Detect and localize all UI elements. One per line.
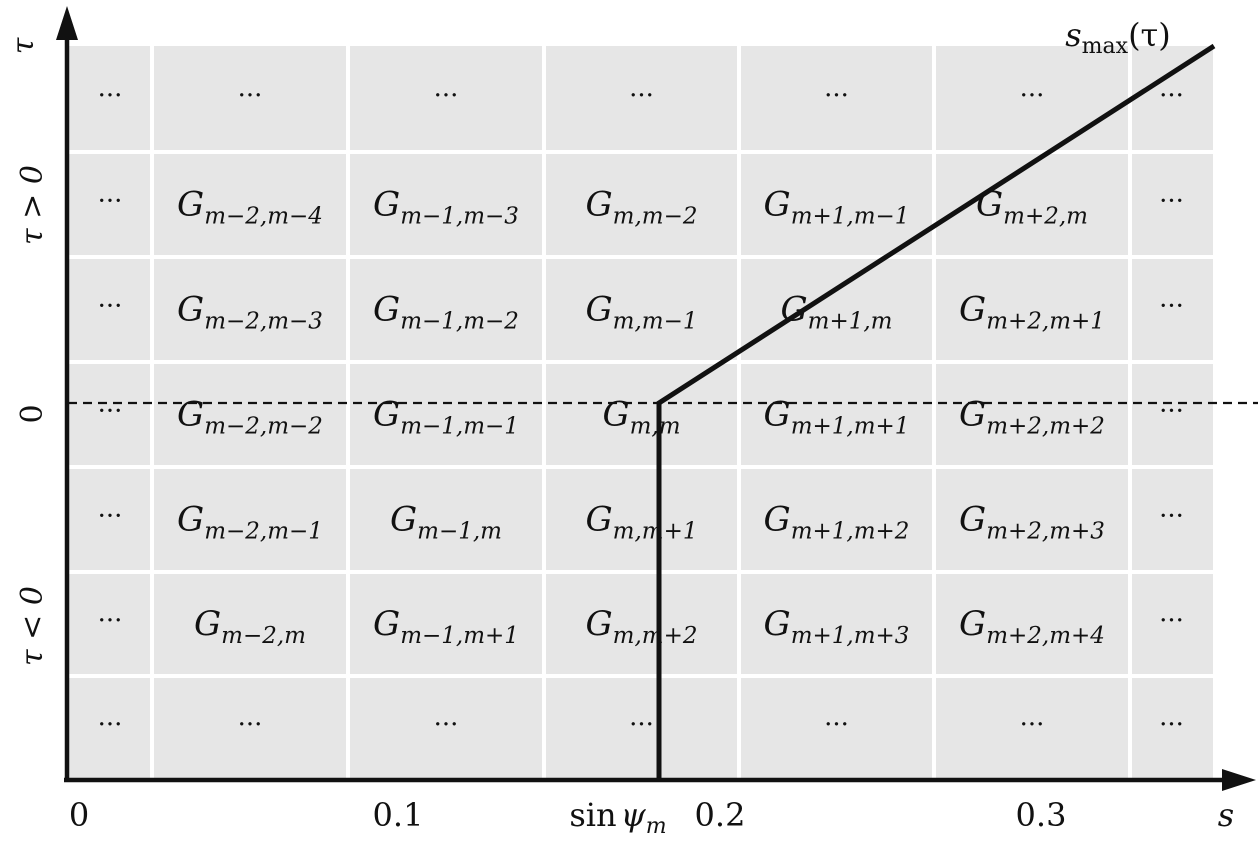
cell-ellipsis: ··· — [1020, 81, 1045, 111]
cell-ellipsis: ··· — [824, 81, 849, 111]
cell-label-g: Gm+1,m+1 — [764, 395, 910, 440]
cell-ellipsis: ··· — [238, 81, 263, 111]
cell-label-g: Gm,m+2 — [585, 604, 697, 649]
cell-ellipsis: ··· — [1020, 710, 1045, 740]
y-label-positive: τ > 0 — [15, 165, 50, 245]
y-axis-arrow-icon — [56, 6, 78, 40]
cell-ellipsis: ··· — [98, 81, 123, 111]
cell-label-g: Gm+1,m+2 — [764, 500, 910, 545]
sin-psi-m-label: sin ψm — [569, 796, 666, 839]
cell-label-g: Gm−1,m−1 — [373, 395, 519, 440]
cell-label-g: Gm+2,m+1 — [959, 290, 1105, 335]
x-axis-label: s — [1218, 796, 1234, 834]
cell-labels: ··· ··· ··· ··· ··· ··· ··· ··· Gm−2,m−4 Gm−1,m−3… — [98, 81, 1184, 740]
x-axis-arrow-icon — [1222, 769, 1256, 791]
x-tick-0.1: 0.1 — [373, 796, 424, 834]
cell-ellipsis: ··· — [434, 81, 459, 111]
cell-label-g: Gm−1,m — [390, 500, 502, 545]
cell-label-g: Gm−1,m−3 — [373, 185, 519, 230]
cell-label-g: Gm−1,m+1 — [373, 604, 519, 649]
cell-label-g: Gm,m — [602, 395, 680, 440]
cell-ellipsis: ··· — [824, 710, 849, 740]
cell-label-g: Gm+2,m+2 — [959, 395, 1105, 440]
cell-ellipsis: ··· — [1159, 397, 1184, 427]
cell-ellipsis: ··· — [1159, 710, 1184, 740]
cell-label-g: Gm,m+1 — [585, 500, 697, 545]
cell-label-g: Gm−2,m−3 — [177, 290, 323, 335]
cell-ellipsis: ··· — [98, 502, 123, 532]
cell-ellipsis: ··· — [98, 397, 123, 427]
cell-ellipsis: ··· — [629, 710, 654, 740]
cell-ellipsis: ··· — [1159, 502, 1184, 532]
y-label-zero: 0 — [15, 404, 50, 423]
cell-label-g: Gm+2,m+3 — [959, 500, 1105, 545]
cell-ellipsis: ··· — [98, 710, 123, 740]
cell-ellipsis: ··· — [238, 710, 263, 740]
cell-label-g: Gm−2,m−1 — [177, 500, 323, 545]
cell-ellipsis: ··· — [98, 606, 123, 636]
cell-label-g: Gm−1,m−2 — [373, 290, 519, 335]
cell-ellipsis: ··· — [98, 292, 123, 322]
x-tick-0.2: 0.2 — [695, 796, 746, 834]
cell-label-g: Gm,m−1 — [585, 290, 697, 335]
cell-label-g: Gm−2,m−4 — [177, 185, 323, 230]
y-axis-label: τ — [6, 37, 41, 54]
cell-ellipsis: ··· — [98, 187, 123, 217]
cell-label-g: Gm+1,m−1 — [764, 185, 910, 230]
cell-ellipsis: ··· — [1159, 606, 1184, 636]
cell-ellipsis: ··· — [629, 81, 654, 111]
x-tick-0.3: 0.3 — [1016, 796, 1067, 834]
cell-ellipsis: ··· — [1159, 187, 1184, 217]
cell-ellipsis: ··· — [1159, 81, 1184, 111]
x-tick-0: 0 — [69, 796, 89, 834]
smax-curve — [656, 43, 1216, 780]
cell-label-g: Gm,m−2 — [585, 185, 697, 230]
cell-label-g: Gm+1,m+3 — [764, 604, 910, 649]
y-label-negative: τ < 0 — [15, 586, 50, 666]
cell-ellipsis: ··· — [1159, 292, 1184, 322]
cell-label-g: Gm−2,m — [194, 604, 306, 649]
cell-label-g: Gm−2,m−2 — [177, 395, 323, 440]
cell-label-g: Gm+2,m+4 — [959, 604, 1105, 649]
cell-ellipsis: ··· — [434, 710, 459, 740]
smax-label: smax(τ) — [1065, 16, 1170, 59]
